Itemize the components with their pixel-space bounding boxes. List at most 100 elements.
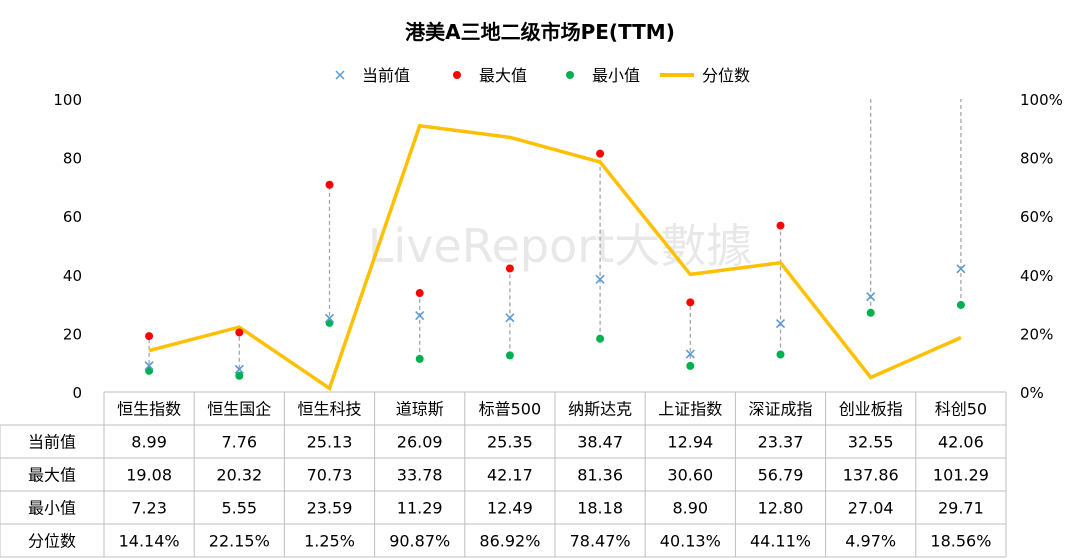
table-cell: 8.99	[131, 433, 167, 452]
chart-title: 港美A三地二级市场PE(TTM)	[405, 20, 675, 44]
y-left-tick-label: 0	[72, 384, 82, 402]
min-point	[596, 334, 605, 343]
table-cell: 32.55	[848, 433, 894, 452]
max-point	[145, 332, 154, 341]
category-label: 恒生指数	[117, 400, 181, 419]
max-point	[686, 298, 695, 307]
range-connectors	[148, 99, 962, 376]
row-label: 当前值	[28, 433, 76, 452]
category-label: 科创50	[935, 400, 987, 419]
min-point	[415, 354, 424, 363]
table-cell: 70.73	[307, 466, 353, 485]
legend-label: 当前值	[362, 66, 410, 85]
table-cell: 44.11%	[750, 532, 811, 551]
table-cell: 86.92%	[479, 532, 540, 551]
table-cell: 90.87%	[389, 532, 450, 551]
table-cell: 5.55	[221, 499, 257, 518]
min-point	[776, 350, 785, 359]
markers	[144, 149, 966, 380]
category-label: 纳斯达克	[568, 400, 632, 419]
table-cell: 12.49	[487, 499, 533, 518]
table-cell: 30.60	[667, 466, 713, 485]
table-cell: 7.76	[221, 433, 257, 452]
current-point	[324, 313, 335, 323]
current-point	[415, 310, 425, 321]
y-left-tick-label: 20	[63, 325, 82, 343]
table-cell: 18.56%	[930, 532, 991, 551]
table-cell: 137.86	[843, 466, 899, 485]
category-label: 创业板指	[839, 400, 903, 419]
y-left-tick-label: 60	[63, 208, 82, 226]
y-right-tick-label: 0%	[1020, 384, 1044, 402]
table-cell: 1.25%	[304, 532, 355, 551]
data-table: 恒生指数 恒生国企 恒生科技 道琼斯 标普500 纳斯达克 上证指数 深证成指 创业板指 科创50…	[0, 391, 1007, 558]
y-right-tick-label: 40%	[1020, 267, 1053, 285]
current-point	[775, 318, 786, 329]
legend-marker-min	[566, 71, 574, 79]
max-point	[325, 180, 334, 189]
min-point	[686, 361, 695, 370]
current-point	[234, 364, 244, 374]
min-point	[956, 300, 965, 309]
legend-label: 分位数	[702, 66, 750, 85]
current-point	[505, 313, 515, 323]
table-cell: 101.29	[933, 466, 989, 485]
table-cell: 12.80	[758, 499, 804, 518]
row-label: 最大值	[28, 466, 76, 485]
table-cell: 29.71	[938, 499, 984, 518]
y-right-tick-label: 60%	[1020, 208, 1053, 226]
table-cell: 56.79	[758, 466, 804, 485]
row-label: 最小值	[28, 499, 76, 518]
table-cell: 33.78	[397, 466, 443, 485]
table-cell: 42.06	[938, 433, 984, 452]
table-cell: 26.09	[397, 433, 443, 452]
table-cell: 38.47	[577, 433, 623, 452]
category-label: 深证成指	[748, 400, 812, 419]
category-label: 恒生国企	[207, 400, 271, 419]
y-left-tick-label: 100	[53, 91, 82, 109]
table-cell: 18.18	[577, 499, 623, 518]
table-cell: 22.15%	[209, 532, 270, 551]
y-right-tick-label: 20%	[1020, 325, 1053, 343]
y-left-tick-label: 40	[63, 267, 82, 285]
legend-label: 最大值	[479, 66, 527, 85]
current-point	[956, 264, 966, 274]
row-label: 分位数	[28, 532, 76, 551]
min-point	[505, 351, 514, 360]
table-cell: 23.59	[307, 499, 353, 518]
table-cell: 8.90	[672, 499, 708, 518]
max-point	[505, 264, 514, 273]
table-cell: 42.17	[487, 466, 533, 485]
min-point	[145, 366, 154, 375]
table-cell: 25.13	[307, 433, 353, 452]
legend-marker-current	[335, 70, 345, 80]
current-point	[595, 274, 605, 284]
table-cell: 23.37	[758, 433, 804, 452]
table-cell: 27.04	[848, 499, 894, 518]
current-point	[866, 292, 876, 302]
current-point	[685, 349, 695, 359]
min-point	[866, 308, 875, 317]
max-point	[596, 149, 605, 158]
table-cell: 12.94	[667, 433, 713, 452]
category-label: 道琼斯	[396, 400, 444, 419]
current-point	[144, 361, 154, 371]
table-cell: 14.14%	[119, 532, 180, 551]
table-cell: 78.47%	[570, 532, 631, 551]
legend-marker-max	[453, 71, 461, 79]
table-cell: 40.13%	[660, 532, 721, 551]
table-cell: 81.36	[577, 466, 623, 485]
watermark: LiveReport大數據	[368, 219, 752, 273]
max-point	[415, 289, 424, 298]
max-point	[235, 328, 244, 337]
percentile-line	[148, 123, 962, 392]
table-cell: 4.97%	[845, 532, 896, 551]
y-right-tick-label: 80%	[1020, 150, 1053, 168]
table-cell: 7.23	[131, 499, 167, 518]
table-cell: 19.08	[126, 466, 172, 485]
max-point	[776, 221, 785, 230]
axes: 0 20 40 60 80 100 0% 20% 40% 60% 80% 100%	[53, 91, 1063, 402]
category-label: 恒生科技	[297, 400, 361, 419]
min-point	[235, 371, 244, 380]
